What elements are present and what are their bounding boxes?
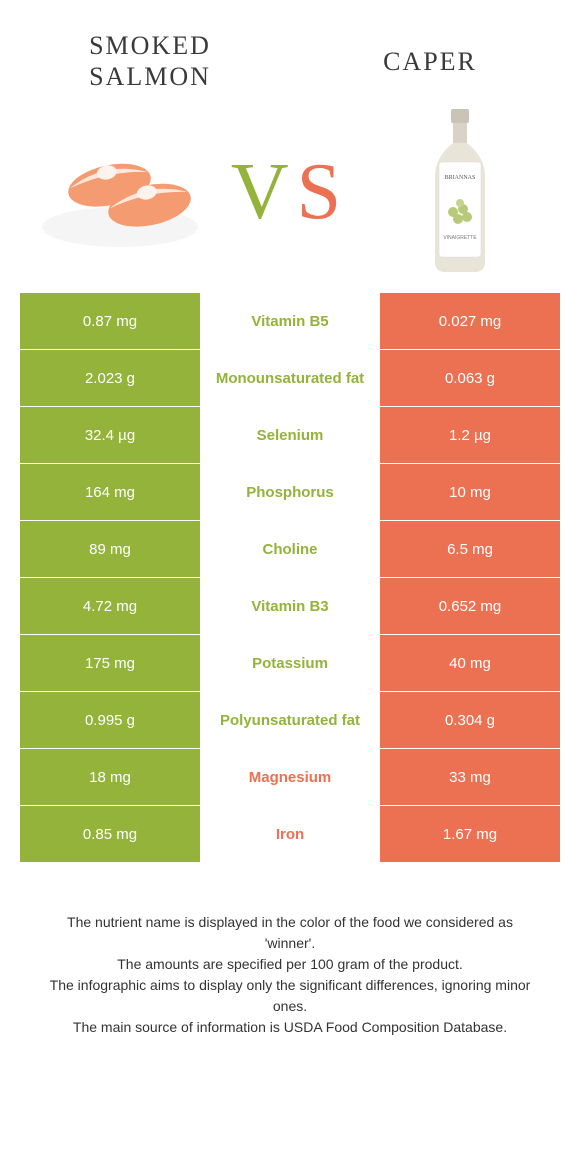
- right-value: 0.304 g: [380, 692, 560, 748]
- left-food-title: SMOKED SALMON: [50, 30, 250, 92]
- footer-notes: The nutrient name is displayed in the co…: [0, 862, 580, 1038]
- left-value: 164 mg: [20, 464, 200, 520]
- table-row: 0.85 mgIron1.67 mg: [20, 805, 560, 862]
- right-value: 33 mg: [380, 749, 560, 805]
- header: SMOKED SALMON CAPER: [0, 0, 580, 102]
- nutrient-name: Potassium: [200, 635, 380, 691]
- left-value: 89 mg: [20, 521, 200, 577]
- table-row: 0.995 gPolyunsaturated fat0.304 g: [20, 691, 560, 748]
- left-value: 4.72 mg: [20, 578, 200, 634]
- nutrient-name: Polyunsaturated fat: [200, 692, 380, 748]
- footer-line4: The main source of information is USDA F…: [40, 1017, 540, 1038]
- nutrient-name: Phosphorus: [200, 464, 380, 520]
- images-row: VS BRIANNAS VINAIGRETTE: [0, 102, 580, 292]
- right-food-title: CAPER: [330, 46, 530, 77]
- nutrient-name: Vitamin B5: [200, 293, 380, 349]
- right-value: 1.67 mg: [380, 806, 560, 862]
- vs-v: V: [231, 148, 297, 236]
- nutrient-name: Monounsaturated fat: [200, 350, 380, 406]
- table-row: 0.87 mgVitamin B50.027 mg: [20, 292, 560, 349]
- footer-line3: The infographic aims to display only the…: [40, 975, 540, 1017]
- nutrient-name: Choline: [200, 521, 380, 577]
- right-value: 0.063 g: [380, 350, 560, 406]
- comparison-table: 0.87 mgVitamin B50.027 mg2.023 gMonounsa…: [20, 292, 560, 862]
- salmon-image: [30, 117, 210, 267]
- right-value: 0.027 mg: [380, 293, 560, 349]
- nutrient-name: Selenium: [200, 407, 380, 463]
- left-value: 0.87 mg: [20, 293, 200, 349]
- table-row: 32.4 µgSelenium1.2 µg: [20, 406, 560, 463]
- left-value: 32.4 µg: [20, 407, 200, 463]
- left-title-line1: SMOKED: [50, 30, 250, 61]
- footer-line1: The nutrient name is displayed in the co…: [40, 912, 540, 954]
- caper-image: BRIANNAS VINAIGRETTE: [370, 117, 550, 267]
- footer-line2: The amounts are specified per 100 gram o…: [40, 954, 540, 975]
- left-value: 2.023 g: [20, 350, 200, 406]
- right-value: 1.2 µg: [380, 407, 560, 463]
- svg-text:VINAIGRETTE: VINAIGRETTE: [443, 235, 477, 241]
- table-row: 164 mgPhosphorus10 mg: [20, 463, 560, 520]
- table-row: 2.023 gMonounsaturated fat0.063 g: [20, 349, 560, 406]
- vs-label: VS: [231, 147, 349, 238]
- left-value: 0.85 mg: [20, 806, 200, 862]
- table-row: 18 mgMagnesium33 mg: [20, 748, 560, 805]
- table-row: 89 mgCholine6.5 mg: [20, 520, 560, 577]
- vs-s: S: [297, 148, 350, 236]
- table-row: 4.72 mgVitamin B30.652 mg: [20, 577, 560, 634]
- nutrient-name: Iron: [200, 806, 380, 862]
- right-value: 10 mg: [380, 464, 560, 520]
- svg-text:BRIANNAS: BRIANNAS: [445, 175, 476, 181]
- left-value: 175 mg: [20, 635, 200, 691]
- right-value: 6.5 mg: [380, 521, 560, 577]
- left-value: 0.995 g: [20, 692, 200, 748]
- left-title-line2: SALMON: [50, 61, 250, 92]
- right-value: 40 mg: [380, 635, 560, 691]
- nutrient-name: Magnesium: [200, 749, 380, 805]
- left-value: 18 mg: [20, 749, 200, 805]
- table-row: 175 mgPotassium40 mg: [20, 634, 560, 691]
- nutrient-name: Vitamin B3: [200, 578, 380, 634]
- right-value: 0.652 mg: [380, 578, 560, 634]
